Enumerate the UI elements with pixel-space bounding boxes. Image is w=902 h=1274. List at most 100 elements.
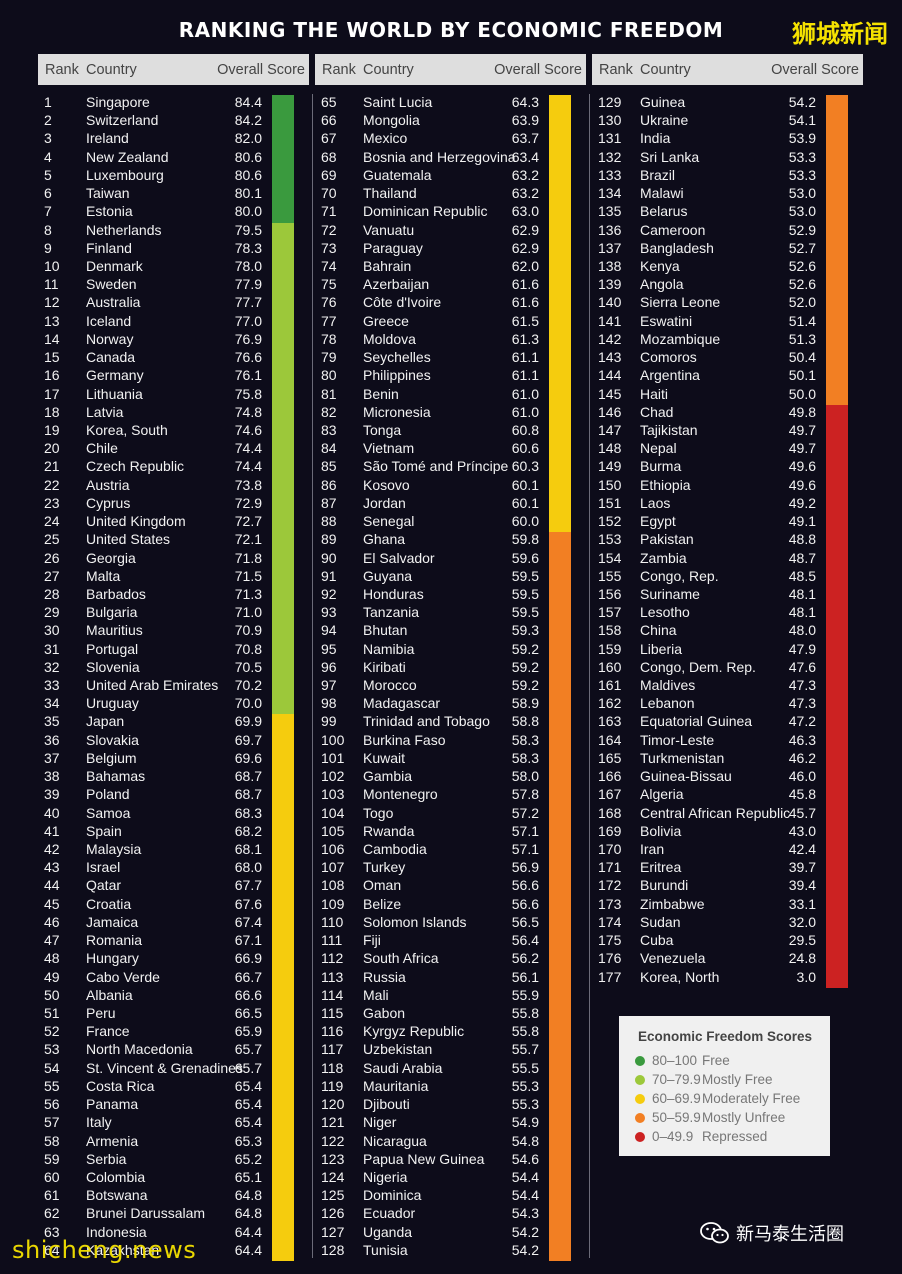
rank-cell: 139 — [598, 276, 622, 293]
country-cell: Bangladesh — [640, 239, 714, 256]
country-cell: Kyrgyz Republic — [363, 1023, 465, 1040]
table-row: 35 Japan 69.9 — [38, 713, 266, 731]
country-cell: Lesotho — [640, 604, 690, 621]
table-row: 87 Jordan 60.1 — [315, 495, 543, 513]
rank-cell: 18 — [44, 403, 60, 420]
table-row: 3 Ireland 82.0 — [38, 130, 266, 148]
table-row: 21 Czech Republic 74.4 — [38, 458, 266, 476]
score-cell: 43.0 — [788, 822, 816, 839]
score-cell: 59.2 — [511, 640, 539, 657]
country-cell: Jamaica — [86, 913, 139, 930]
table-row: 138 Kenya 52.6 — [592, 258, 820, 276]
legend-label: Free — [702, 1053, 730, 1068]
score-cell: 56.6 — [511, 877, 539, 894]
table-row: 53 North Macedonia 65.7 — [38, 1041, 266, 1059]
country-cell: Germany — [86, 367, 144, 384]
country-cell: Barbados — [86, 585, 146, 602]
table-row: 116 Kyrgyz Republic 55.8 — [315, 1023, 543, 1041]
country-cell: Belgium — [86, 749, 137, 766]
score-cell: 76.6 — [234, 349, 262, 366]
rank-cell: 39 — [44, 786, 60, 803]
rank-cell: 82 — [321, 403, 337, 420]
rank-cell: 147 — [598, 421, 622, 438]
table-row: 111 Fiji 56.4 — [315, 932, 543, 950]
rank-cell: 52 — [44, 1023, 60, 1040]
table-row: 102 Gambia 58.0 — [315, 768, 543, 786]
country-cell: Guatemala — [363, 166, 432, 183]
country-cell: Bosnia and Herzegovina — [363, 148, 516, 165]
score-cell: 69.6 — [234, 749, 262, 766]
score-cell: 67.1 — [234, 932, 262, 949]
score-cell: 66.9 — [234, 950, 262, 967]
score-cell: 66.7 — [234, 968, 262, 985]
rank-cell: 37 — [44, 749, 60, 766]
country-cell: Azerbaijan — [363, 276, 430, 293]
rank-cell: 120 — [321, 1096, 345, 1113]
score-cell: 55.7 — [511, 1041, 539, 1058]
country-cell: Thailand — [363, 185, 417, 202]
country-cell: Bulgaria — [86, 604, 138, 621]
table-row: 174 Sudan 32.0 — [592, 914, 820, 932]
table-row: 61 Botswana 64.8 — [38, 1187, 266, 1205]
rank-cell: 80 — [321, 367, 337, 384]
rank-cell: 168 — [598, 804, 622, 821]
table-header-col-2: Rank Country Overall Score — [315, 54, 586, 85]
rank-cell: 157 — [598, 604, 622, 621]
score-cell: 65.1 — [234, 1168, 262, 1185]
score-cell: 58.9 — [511, 695, 539, 712]
table-row: 158 China 48.0 — [592, 622, 820, 640]
legend-range: 70–79.9 — [652, 1072, 701, 1087]
header-score: Overall Score — [494, 62, 582, 78]
score-category-bar — [272, 222, 294, 715]
country-cell: Gabon — [363, 1005, 406, 1021]
rank-cell: 134 — [598, 185, 622, 202]
country-cell: Nigeria — [363, 1168, 408, 1185]
score-cell: 50.4 — [788, 349, 816, 366]
country-cell: North Macedonia — [86, 1041, 193, 1058]
country-cell: Argentina — [640, 367, 700, 384]
score-cell: 55.3 — [511, 1077, 539, 1094]
score-cell: 76.1 — [234, 367, 262, 384]
country-cell: Niger — [363, 1114, 397, 1131]
rank-cell: 88 — [321, 513, 337, 530]
rank-cell: 66 — [321, 112, 337, 129]
country-cell: Uruguay — [86, 695, 139, 712]
country-cell: Slovenia — [86, 658, 140, 675]
score-cell: 56.2 — [511, 950, 539, 967]
table-row: 78 Moldova 61.3 — [315, 331, 543, 349]
rank-cell: 115 — [321, 1005, 344, 1021]
table-row: 132 Sri Lanka 53.3 — [592, 149, 820, 167]
rank-cell: 76 — [321, 294, 337, 311]
rank-cell: 102 — [321, 768, 345, 785]
table-row: 142 Mozambique 51.3 — [592, 331, 820, 349]
rank-cell: 79 — [321, 349, 337, 366]
rank-cell: 50 — [44, 986, 60, 1003]
table-row: 29 Bulgaria 71.0 — [38, 604, 266, 622]
table-row: 62 Brunei Darussalam 64.8 — [38, 1205, 266, 1223]
score-cell: 78.0 — [234, 257, 262, 274]
score-cell: 71.5 — [234, 567, 262, 584]
rank-cell: 43 — [44, 859, 60, 876]
country-cell: Bahamas — [86, 768, 146, 785]
rank-cell: 26 — [44, 549, 60, 566]
score-cell: 55.5 — [511, 1059, 539, 1076]
score-cell: 60.0 — [511, 513, 539, 530]
rank-cell: 117 — [321, 1041, 344, 1058]
rank-cell: 7 — [44, 203, 52, 220]
country-cell: Mali — [363, 986, 389, 1003]
legend-color-dot — [635, 1094, 645, 1104]
table-row: 139 Angola 52.6 — [592, 276, 820, 294]
rank-cell: 60 — [44, 1168, 60, 1185]
rank-cell: 23 — [44, 494, 60, 511]
rank-cell: 144 — [598, 367, 622, 384]
score-cell: 84.2 — [234, 112, 262, 129]
country-cell: Lebanon — [640, 695, 695, 712]
rank-cell: 99 — [321, 713, 337, 730]
table-row: 85 São Tomé and Príncipe 60.3 — [315, 458, 543, 476]
country-cell: Costa Rica — [86, 1077, 155, 1094]
rank-cell: 132 — [598, 148, 622, 165]
score-cell: 57.8 — [511, 786, 539, 803]
country-cell: Austria — [86, 476, 130, 493]
rank-cell: 152 — [598, 513, 622, 530]
legend-item: 70–79.9Mostly Free — [635, 1072, 773, 1087]
